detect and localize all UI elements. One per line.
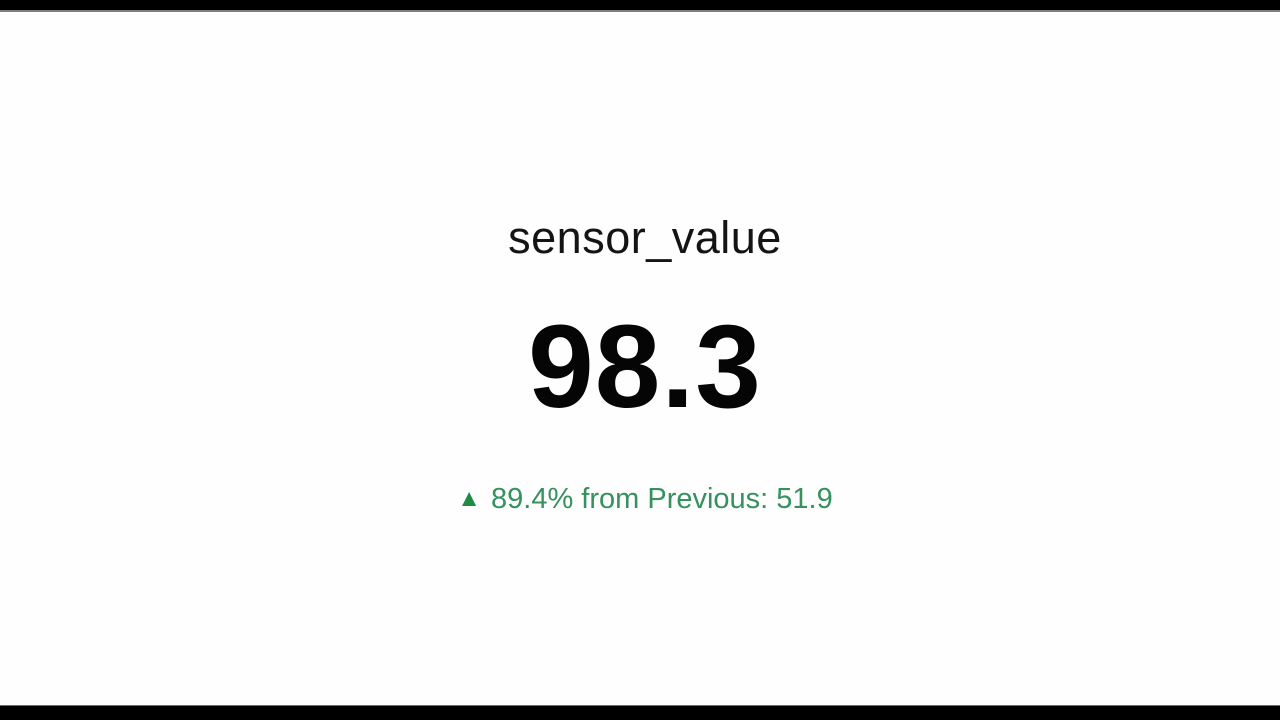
trend-text: 89.4% from Previous: 51.9 bbox=[491, 482, 833, 515]
single-stat-panel: sensor_value 98.3 ▲ 89.4% from Previous: … bbox=[0, 12, 1280, 516]
trend-line: ▲ 89.4% from Previous: 51.9 bbox=[0, 482, 1280, 516]
trend-up-icon: ▲ bbox=[457, 484, 482, 512]
letterbox-top-bar bbox=[0, 0, 1280, 12]
stat-value: 98.3 bbox=[528, 300, 762, 433]
panel-title: sensor_value bbox=[508, 212, 782, 263]
letterbox-bottom-bar bbox=[0, 705, 1280, 720]
